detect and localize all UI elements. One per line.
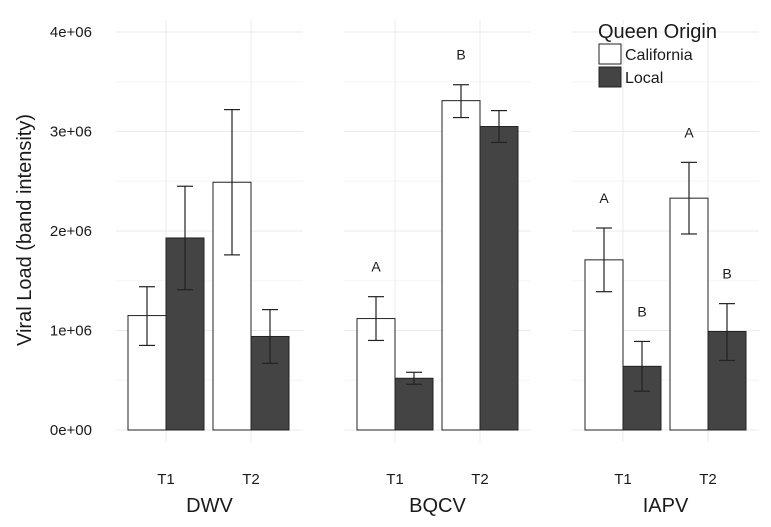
legend-label: Local <box>625 70 663 87</box>
x-tick-label: T1 <box>386 471 404 488</box>
y-tick-label: 4e+06 <box>50 24 92 41</box>
x-tick-label: T2 <box>242 471 260 488</box>
error-bar <box>262 309 278 364</box>
panel-label: DWV <box>186 495 233 517</box>
legend: Queen Origin California Local <box>598 21 717 88</box>
error-bar <box>596 227 612 293</box>
significance-letter: A <box>371 259 381 275</box>
significance-letter: B <box>637 303 646 319</box>
significance-letter: A <box>599 190 609 206</box>
x-tick-label: T1 <box>157 471 175 488</box>
panel-label: IAPV <box>643 495 689 517</box>
y-axis-label: Viral Load (band intensity) <box>14 114 36 346</box>
legend-title: Queen Origin <box>598 21 717 43</box>
y-axis: 0e+00 1e+06 2e+06 3e+06 4e+06 <box>50 24 92 439</box>
error-bar <box>368 296 384 342</box>
x-tick-label: T2 <box>471 471 489 488</box>
error-bar <box>634 340 650 392</box>
legend-key-california <box>598 43 622 65</box>
error-bar <box>406 371 422 385</box>
legend-label: California <box>625 47 693 64</box>
significance-letter: B <box>456 47 465 63</box>
bar-local <box>479 126 519 431</box>
panel-label: BQCV <box>409 495 466 517</box>
panel-iapv: A A B B T1 T2 IAPV <box>584 124 747 517</box>
significance-letter: B <box>722 266 731 282</box>
x-tick-label: T1 <box>614 471 632 488</box>
legend-entries: California Local <box>598 43 693 88</box>
chart-panels: T1 T2 DWV A B T1 T2 BQCV A A B B T1 T2 IAPV <box>127 47 747 517</box>
bar-california <box>441 100 481 431</box>
bar-california <box>669 197 709 431</box>
error-bar <box>453 84 469 119</box>
y-tick-label: 0e+00 <box>50 422 92 439</box>
y-tick-label: 3e+06 <box>50 124 92 141</box>
panel-dwv: T1 T2 DWV <box>127 109 290 517</box>
x-tick-label: T2 <box>699 471 717 488</box>
error-bar <box>491 110 507 144</box>
panel-bqcv: A B T1 T2 BQCV <box>356 47 519 517</box>
significance-letter: A <box>684 124 694 140</box>
bar-local <box>394 377 434 431</box>
legend-key-local <box>598 66 622 88</box>
error-bar <box>139 286 155 347</box>
error-bar <box>719 303 735 361</box>
y-tick-label: 1e+06 <box>50 323 92 340</box>
error-bar <box>224 109 240 256</box>
error-bar <box>681 161 697 235</box>
error-bar <box>177 185 193 291</box>
y-tick-label: 2e+06 <box>50 223 92 240</box>
